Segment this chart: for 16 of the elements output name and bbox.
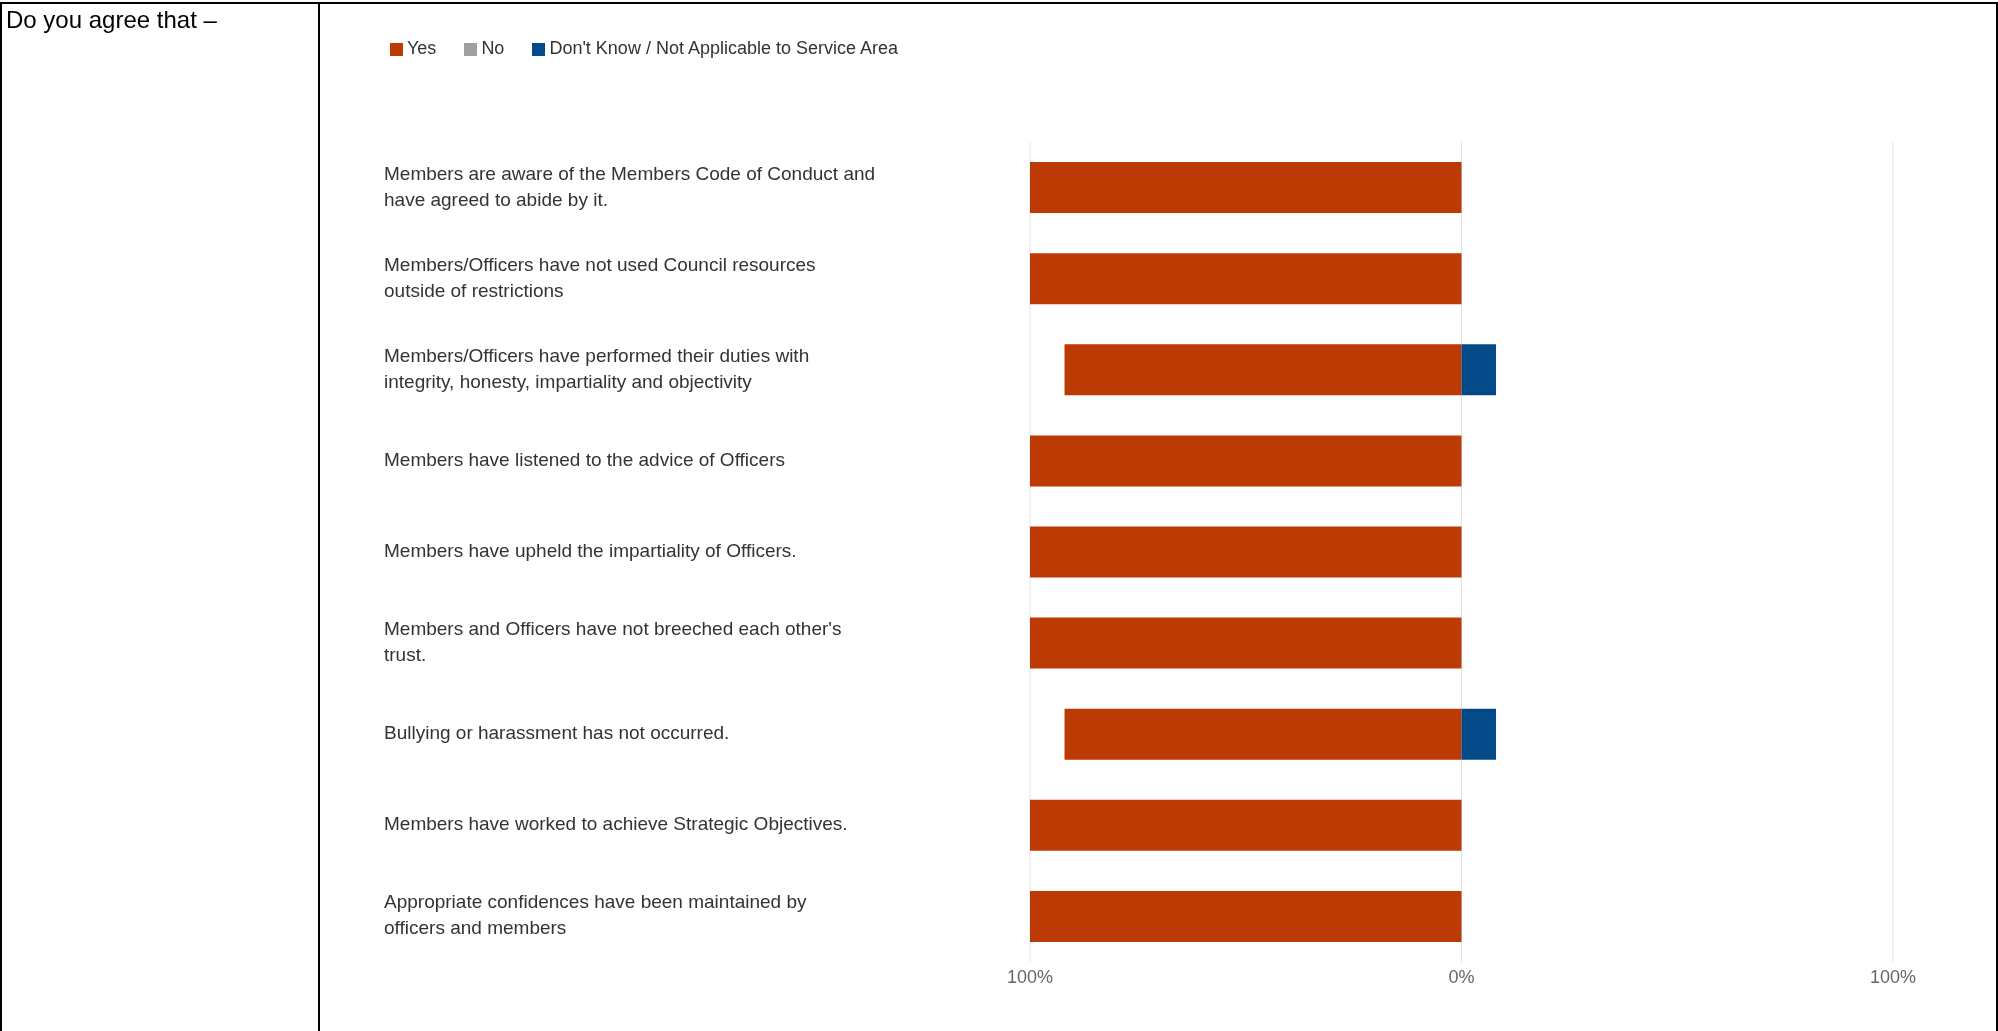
legend-label: Don't Know / Not Applicable to Service Area — [549, 38, 899, 58]
y-tick-label: Members/Officers have not used Council resources outside of restrictions — [384, 253, 816, 301]
x-tick-label: 0% — [1448, 966, 1475, 987]
x-tick-label: 100% — [1869, 966, 1917, 987]
y-tick-label: Members have worked to achieve Strategic Objectives. — [384, 813, 848, 835]
y-tick-label: Members are aware of the Members Code of Conduct and have agreed to abide by it. — [384, 162, 876, 210]
x-tick-label: 100% — [1006, 966, 1054, 987]
y-tick-label: Bullying or harassment has not occurred. — [384, 722, 730, 744]
y-tick-label: Members have upheld the impartiality of Officers. — [384, 540, 797, 562]
y-tick-label: Appropriate confidences have been maintained by officers and members — [384, 891, 808, 939]
text: Do you agree that – — [6, 6, 217, 34]
legend-label: Yes — [407, 38, 437, 58]
legend-label: No — [481, 38, 505, 58]
y-tick-label: Members/Officers have performed their duties with integrity, honesty, impartiality and objectivity — [384, 344, 810, 392]
y-tick-label: Members and Officers have not breeched each other's trust. — [384, 618, 842, 666]
y-tick-label: Members have listened to the advice of Officers — [384, 448, 785, 470]
